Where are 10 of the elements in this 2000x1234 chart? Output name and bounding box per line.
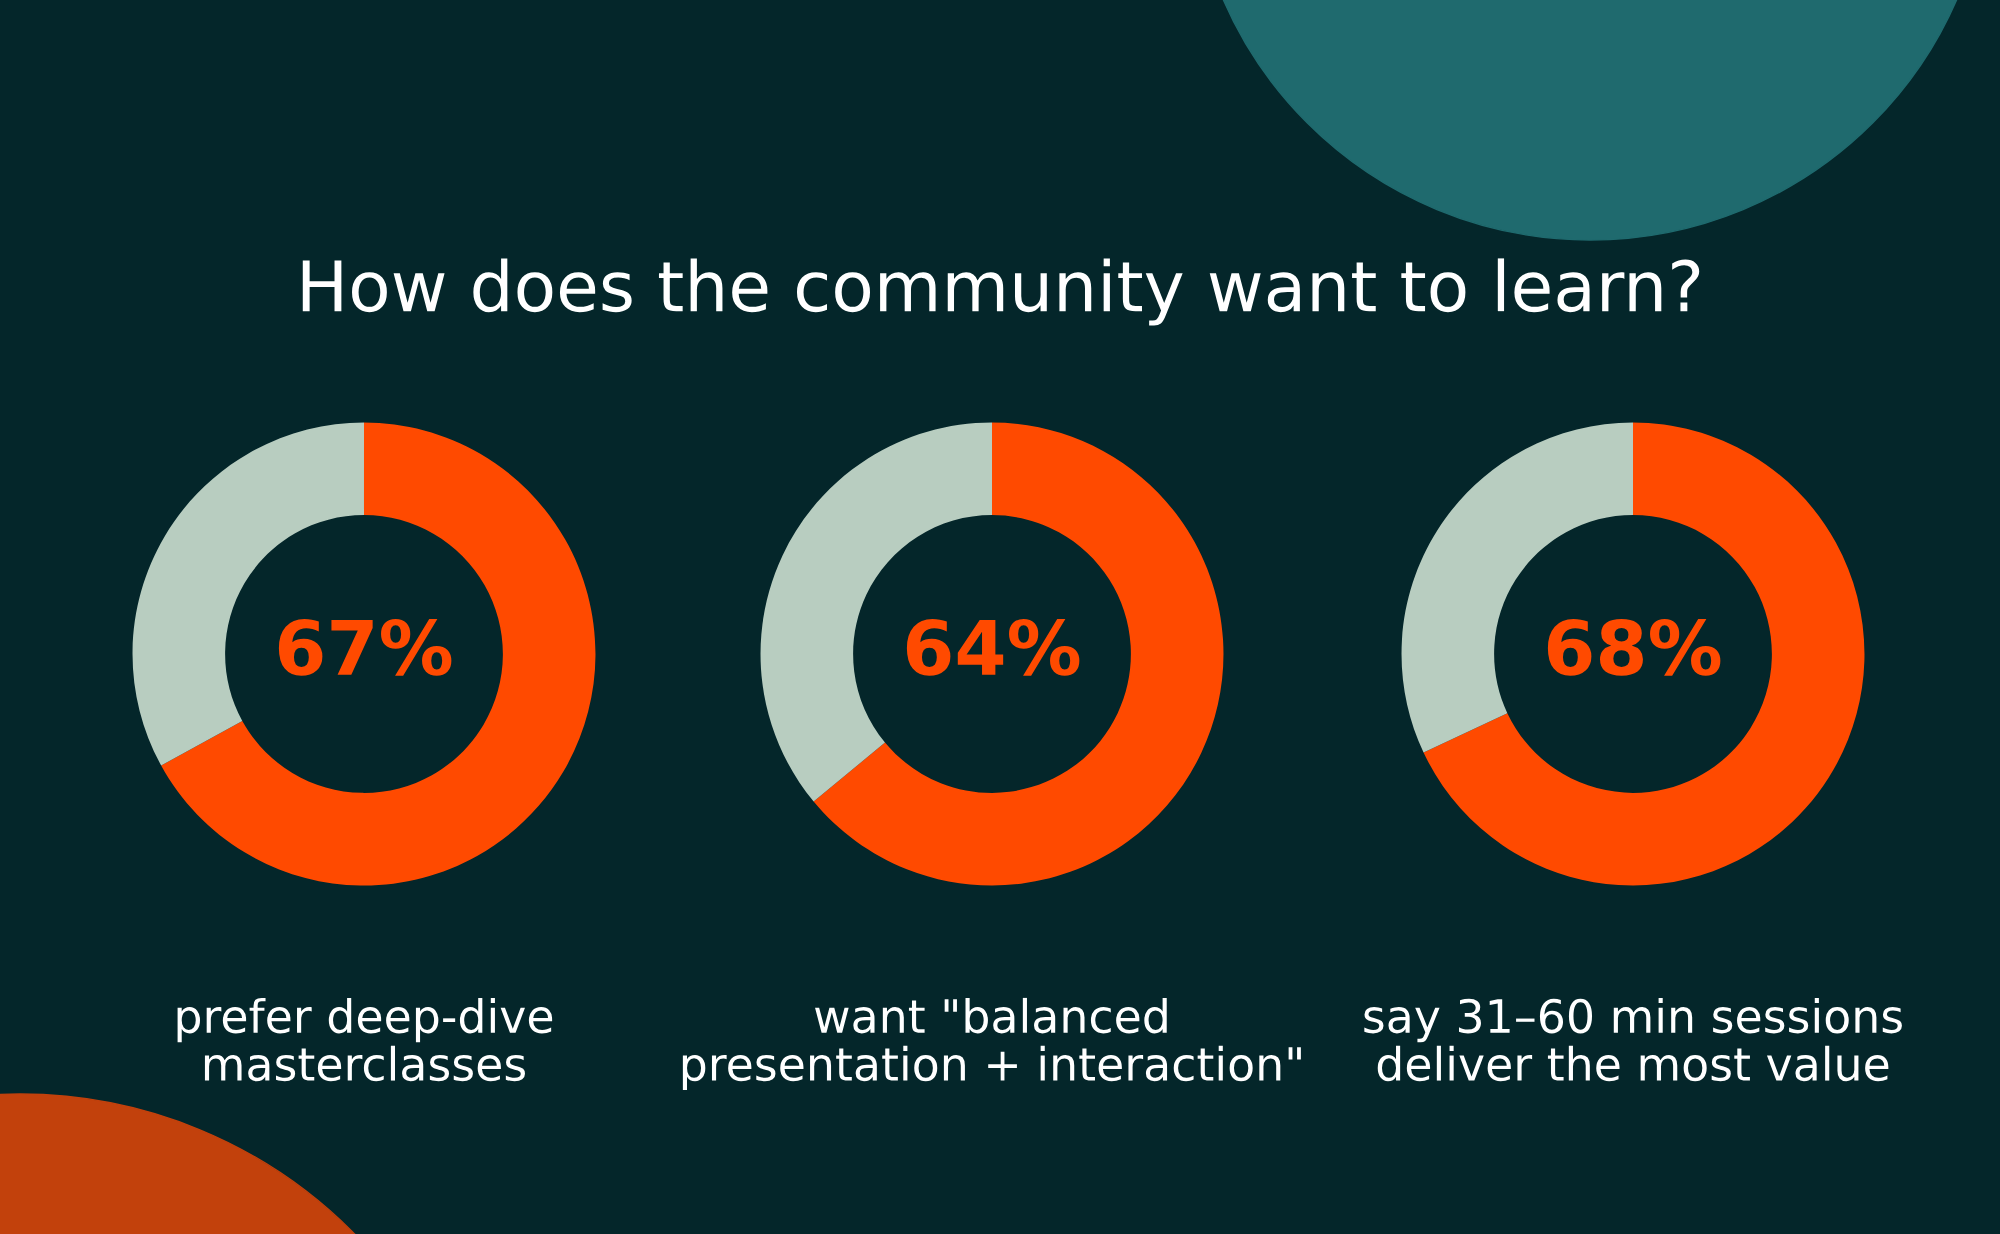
donut-slice xyxy=(161,422,596,886)
text: prefer deep-dive masterclasses xyxy=(177,997,553,1082)
donut-slice xyxy=(813,422,1224,886)
donut-slice xyxy=(1423,422,1865,886)
text: say 31–60 min sessions deliver the most value xyxy=(1364,997,1902,1082)
data-label: 64% xyxy=(906,619,1080,676)
data-label: 68% xyxy=(1547,619,1721,676)
text: want "balanced presentation + interaction" xyxy=(682,997,1301,1091)
data-label: 67% xyxy=(278,619,452,676)
text: How does the community want to learn? xyxy=(302,258,1700,326)
